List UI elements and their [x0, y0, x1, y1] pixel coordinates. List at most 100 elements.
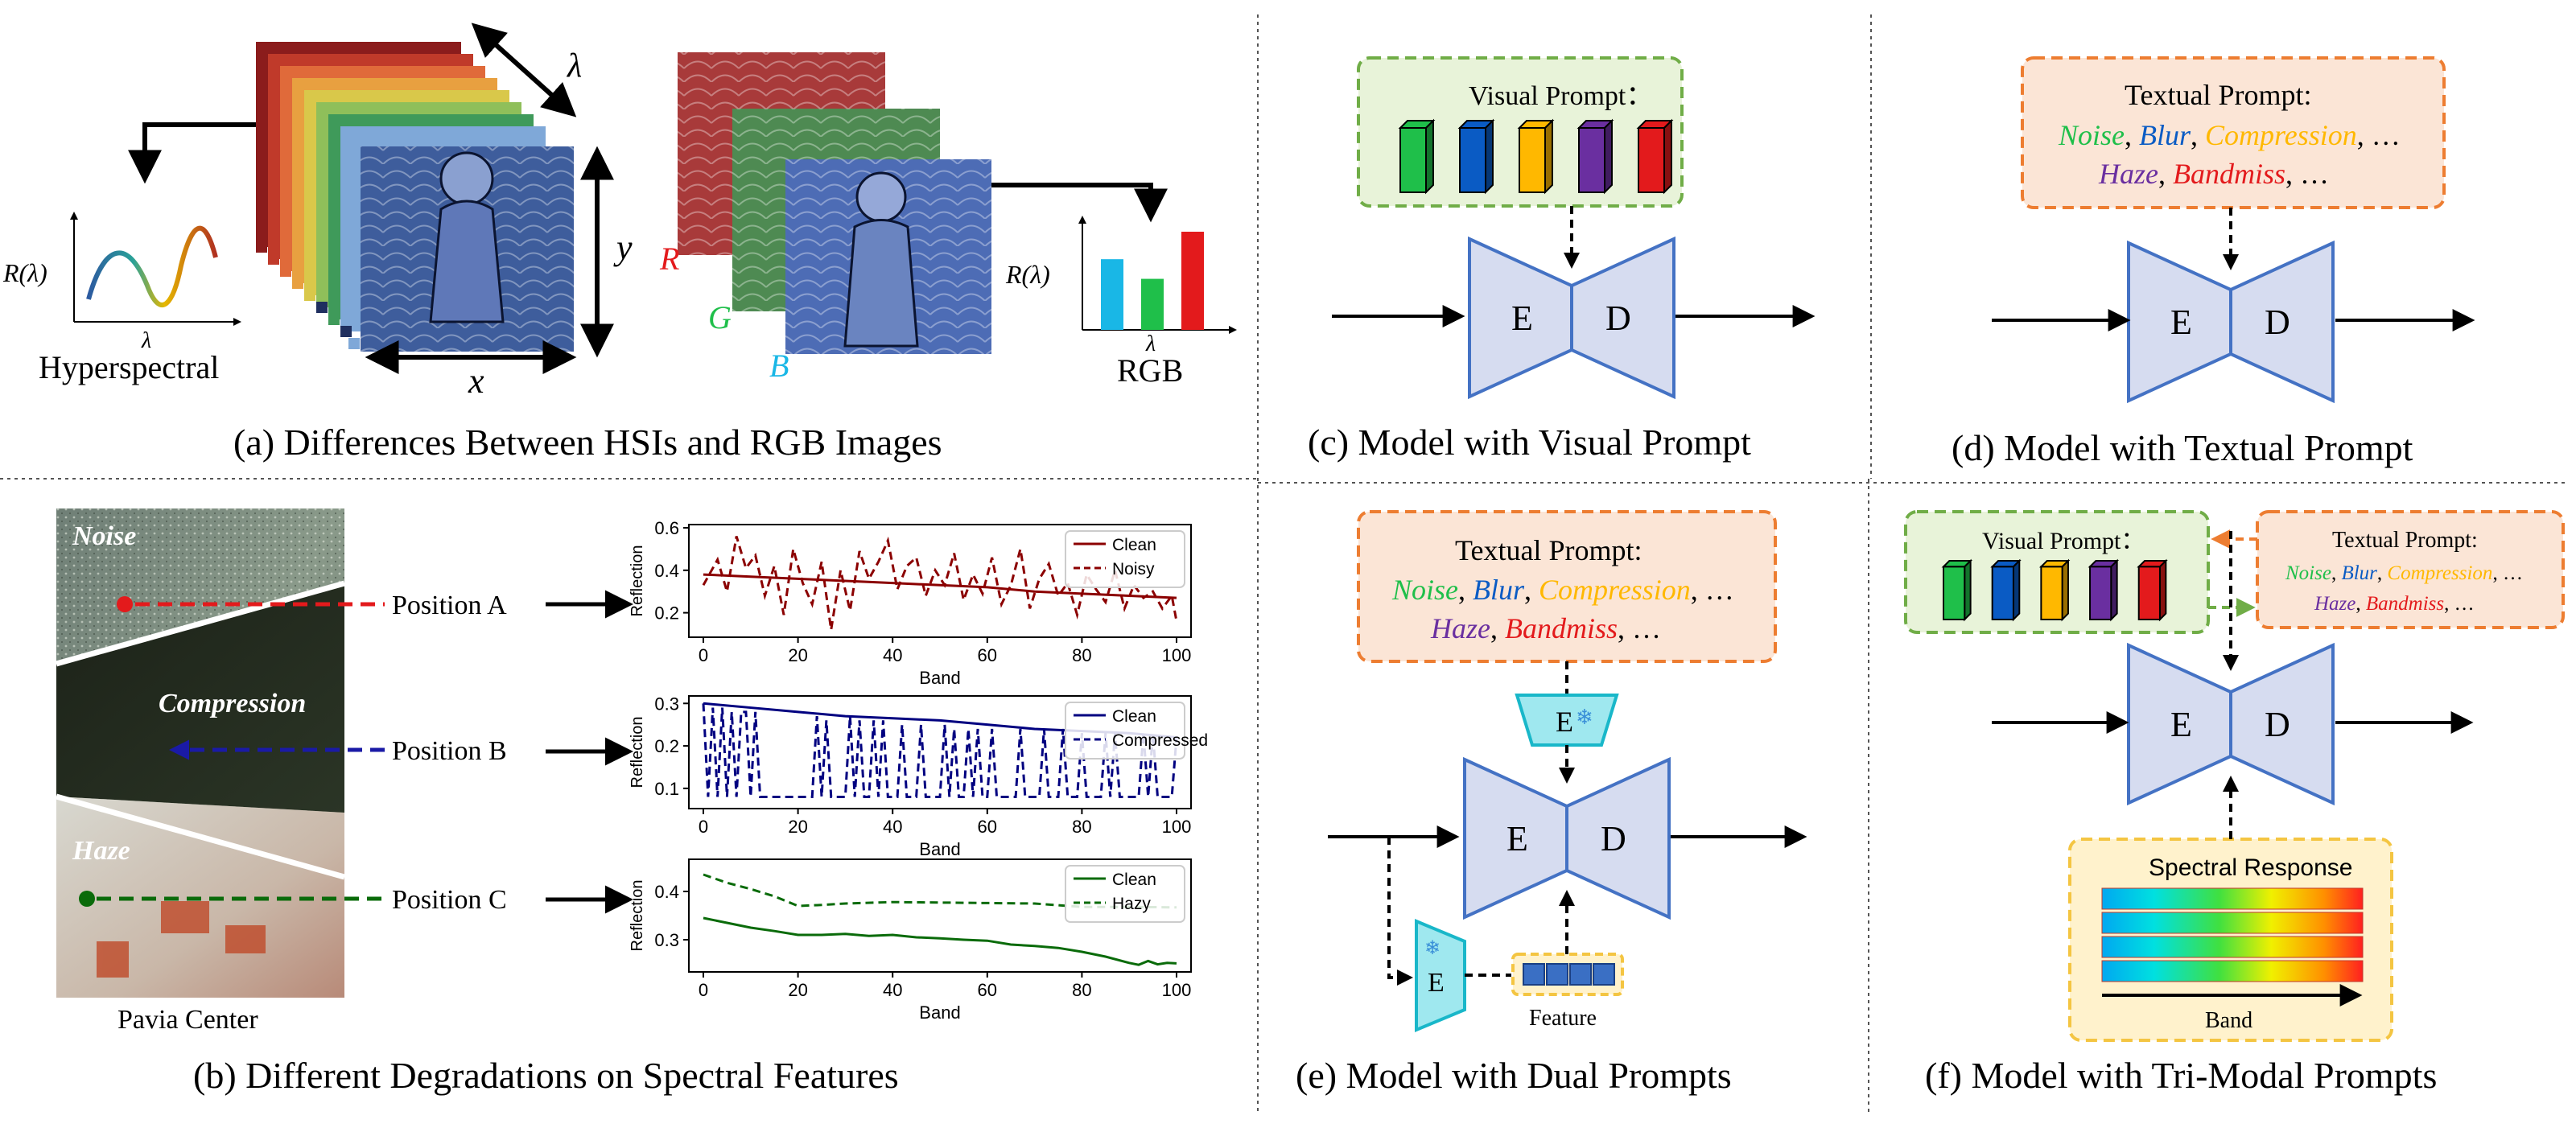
degradation-words-line2: Haze, Bandmiss, …: [2098, 158, 2329, 190]
x-tick-label: 20: [788, 817, 807, 837]
chart-frame: [688, 524, 1192, 638]
degradation-words-line1: Noise, Blur, Compression, …: [2285, 562, 2523, 584]
axis-lambda: λ: [566, 47, 582, 84]
pavia-label: Pavia Center: [117, 1005, 258, 1035]
degradation-words-line1: Noise, Blur, Compression, …: [1391, 574, 1734, 606]
x-axis-label: Band: [919, 839, 960, 859]
decoder-label: D: [2265, 303, 2290, 342]
channel-b-label: B: [769, 348, 789, 384]
decoder-block: [2229, 240, 2335, 404]
textual-prompt-title: Textual Prompt:: [2332, 528, 2478, 553]
position-c-dot: [79, 891, 95, 907]
chart-legend: Clean Noisy: [1065, 530, 1185, 588]
rgb-bar-r: [1181, 232, 1204, 330]
textual-prompt-title: Textual Prompt:: [1455, 534, 1642, 566]
prompt-token: [1457, 118, 1495, 195]
chart-legend: Clean Compressed: [1065, 702, 1208, 760]
y-tick-label: 0.4: [654, 882, 679, 902]
decoder-label: D: [2265, 705, 2290, 744]
y-tick-label: 0.2: [654, 603, 679, 624]
degradation-word: Haze: [2098, 158, 2158, 190]
y-axis-label: Reflection: [629, 717, 646, 788]
legend-entry: Clean: [1112, 707, 1156, 726]
axis-y: y: [613, 228, 633, 267]
x-tick-label: 20: [788, 645, 807, 665]
panel-e: Textual Prompt: Noise, Blur, Compression…: [1296, 510, 1807, 1096]
prompt-token: [2088, 558, 2120, 622]
frozen-image-encoder: E ❄: [1415, 919, 1466, 1032]
chart-legend: Clean Hazy: [1065, 865, 1185, 923]
encoder-label: E: [2170, 705, 2192, 744]
y-tick-label: 0.6: [654, 518, 679, 538]
ellipsis: …: [1632, 612, 1661, 644]
visual-prompt-title: Visual Prompt：: [1982, 528, 2145, 554]
rgb-pointer-arrow: [991, 183, 1168, 223]
panel-f-caption: (f) Model with Tri-Modal Prompts: [1925, 1055, 2437, 1096]
degradation-word: Noise: [1391, 574, 1458, 606]
region-compression-label: Compression: [159, 689, 306, 718]
lambda-arrow: [471, 23, 577, 117]
svg-text:E: E: [1556, 706, 1573, 738]
channel-r-label: R: [659, 241, 679, 277]
x-tick-label: 60: [978, 645, 997, 665]
prompt-token: [2137, 558, 2168, 622]
x-tick-label: 0: [699, 645, 708, 665]
region-noise-label: Noise: [72, 521, 136, 551]
degradation-word: Bandmiss: [2173, 158, 2285, 190]
y-axis-label: Reflection: [629, 545, 646, 617]
panel-e-caption: (e) Model with Dual Prompts: [1296, 1055, 1732, 1096]
x-axis-label: Band: [919, 668, 960, 688]
encoder-label: E: [1506, 819, 1528, 858]
snowflake-icon: ❄: [1424, 938, 1440, 959]
x-tick-label: 20: [788, 980, 807, 1000]
x-tick-label: 100: [1162, 980, 1192, 1000]
degradation-words-line1: Noise, Blur, Compression, …: [2058, 119, 2401, 151]
snowflake-icon: ❄: [1576, 706, 1593, 729]
panel-dividers: [0, 14, 2567, 1114]
hsi-pointer-arrow: [128, 122, 256, 184]
y-axis-label: Reflection: [629, 880, 646, 952]
chart-frame: [688, 695, 1192, 809]
position-a-label: Position A: [392, 591, 507, 620]
panel-b: Noise Compression Haze Pavia Center Posi…: [56, 508, 1208, 1096]
ellipsis: …: [2454, 593, 2475, 615]
rgb-bar-plot: R(λ) λ RGB: [1005, 216, 1237, 389]
degradation-word: Bandmiss: [2366, 593, 2444, 615]
legend-entry: Clean: [1112, 871, 1156, 889]
series-line-clean: [703, 573, 1177, 599]
feature-label: Feature: [1529, 1006, 1597, 1031]
x-tick-label: 100: [1162, 645, 1192, 665]
rgb-bar-g: [1141, 278, 1164, 330]
ellipsis: …: [2372, 119, 2401, 151]
decoder-label: D: [1605, 298, 1631, 338]
spectral-response-box: Spectral Response Band: [2068, 838, 2393, 1042]
panel-a-caption: (a) Differences Between HSIs and RGB Ima…: [233, 422, 942, 463]
region-haze-label: Haze: [72, 836, 130, 866]
spectral-chart-1: 0 20 40 60 80 100 0.2 0.4 0.6 Band Reflection Clean…: [629, 518, 1192, 688]
hsi-label: Hyperspectral: [39, 349, 219, 385]
rgb-stack: R G B: [659, 52, 1168, 384]
degradation-words-line2: Haze, Bandmiss, …: [2314, 593, 2475, 615]
channel-g-label: G: [708, 299, 732, 336]
visual-prompt-tokens: [1941, 558, 2168, 622]
series-line-clean: [703, 916, 1177, 966]
spectral-chart-3: 0 20 40 60 80 100 0.3 0.4 Band Reflection Clean Haz…: [629, 858, 1192, 1023]
panel-d: Textual Prompt: Noise, Blur, Compression…: [1952, 56, 2475, 468]
degradation-word: Haze: [1430, 612, 1490, 644]
band-edge-squares: [256, 241, 360, 349]
axis-x: x: [468, 361, 484, 401]
prompt-token: [1517, 118, 1555, 195]
rgb-lambda-label: λ: [1145, 331, 1156, 356]
degradation-word: Bandmiss: [1505, 612, 1618, 644]
textual-prompt-title: Textual Prompt:: [2125, 79, 2311, 111]
spectral-response-title: Spectral Response: [2149, 854, 2352, 881]
prompt-token: [1398, 118, 1436, 195]
legend-entry: Compressed: [1112, 731, 1208, 750]
astronaut-figure: [429, 151, 505, 323]
x-tick-label: 0: [699, 980, 708, 1000]
